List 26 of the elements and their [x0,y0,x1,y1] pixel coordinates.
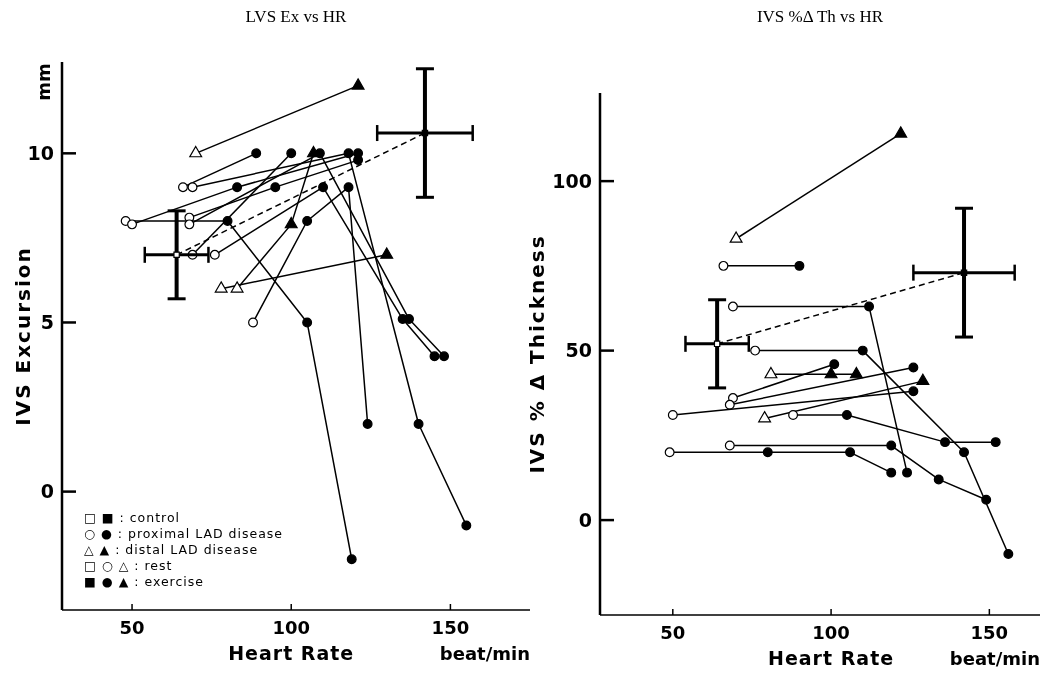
x-tick-label: 50 [119,617,145,638]
y-axis-title: IVS % Δ Thickness [525,234,549,474]
x-axis-title: Heart Rate [768,647,895,669]
y-tick-label: 10 [27,141,54,164]
annotation: △ ▲ : distal LAD disease [84,542,259,557]
x-tick-label: 100 [272,617,311,638]
text: mm [33,63,54,101]
chart-title: LVS Ex vs HR [245,7,348,26]
annotation: □ ■ : control [84,510,181,525]
x-tick-label: 100 [812,622,850,643]
annotation: □ ○ △ : rest [84,558,173,573]
y-tick-label: 100 [552,169,592,192]
annotation: ○ ● : proximal LAD disease [84,526,284,541]
y-tick-label: 0 [578,508,592,531]
text: beat/min [949,648,1040,669]
x-tick-label: 150 [970,622,1009,643]
chart-title: IVS %Δ Th vs HR [756,7,884,26]
x-axis-title: Heart Rate [228,642,355,664]
y-tick-label: 0 [40,480,54,503]
y-axis-title: IVS Excursion [11,246,35,426]
text: beat/min [439,643,530,664]
x-tick-label: 150 [431,617,470,638]
y-tick-label: 5 [40,311,54,334]
y-tick-label: 50 [565,339,592,362]
annotation: ■ ● ▲ : exercise [84,574,205,589]
x-tick-label: 50 [660,622,686,643]
